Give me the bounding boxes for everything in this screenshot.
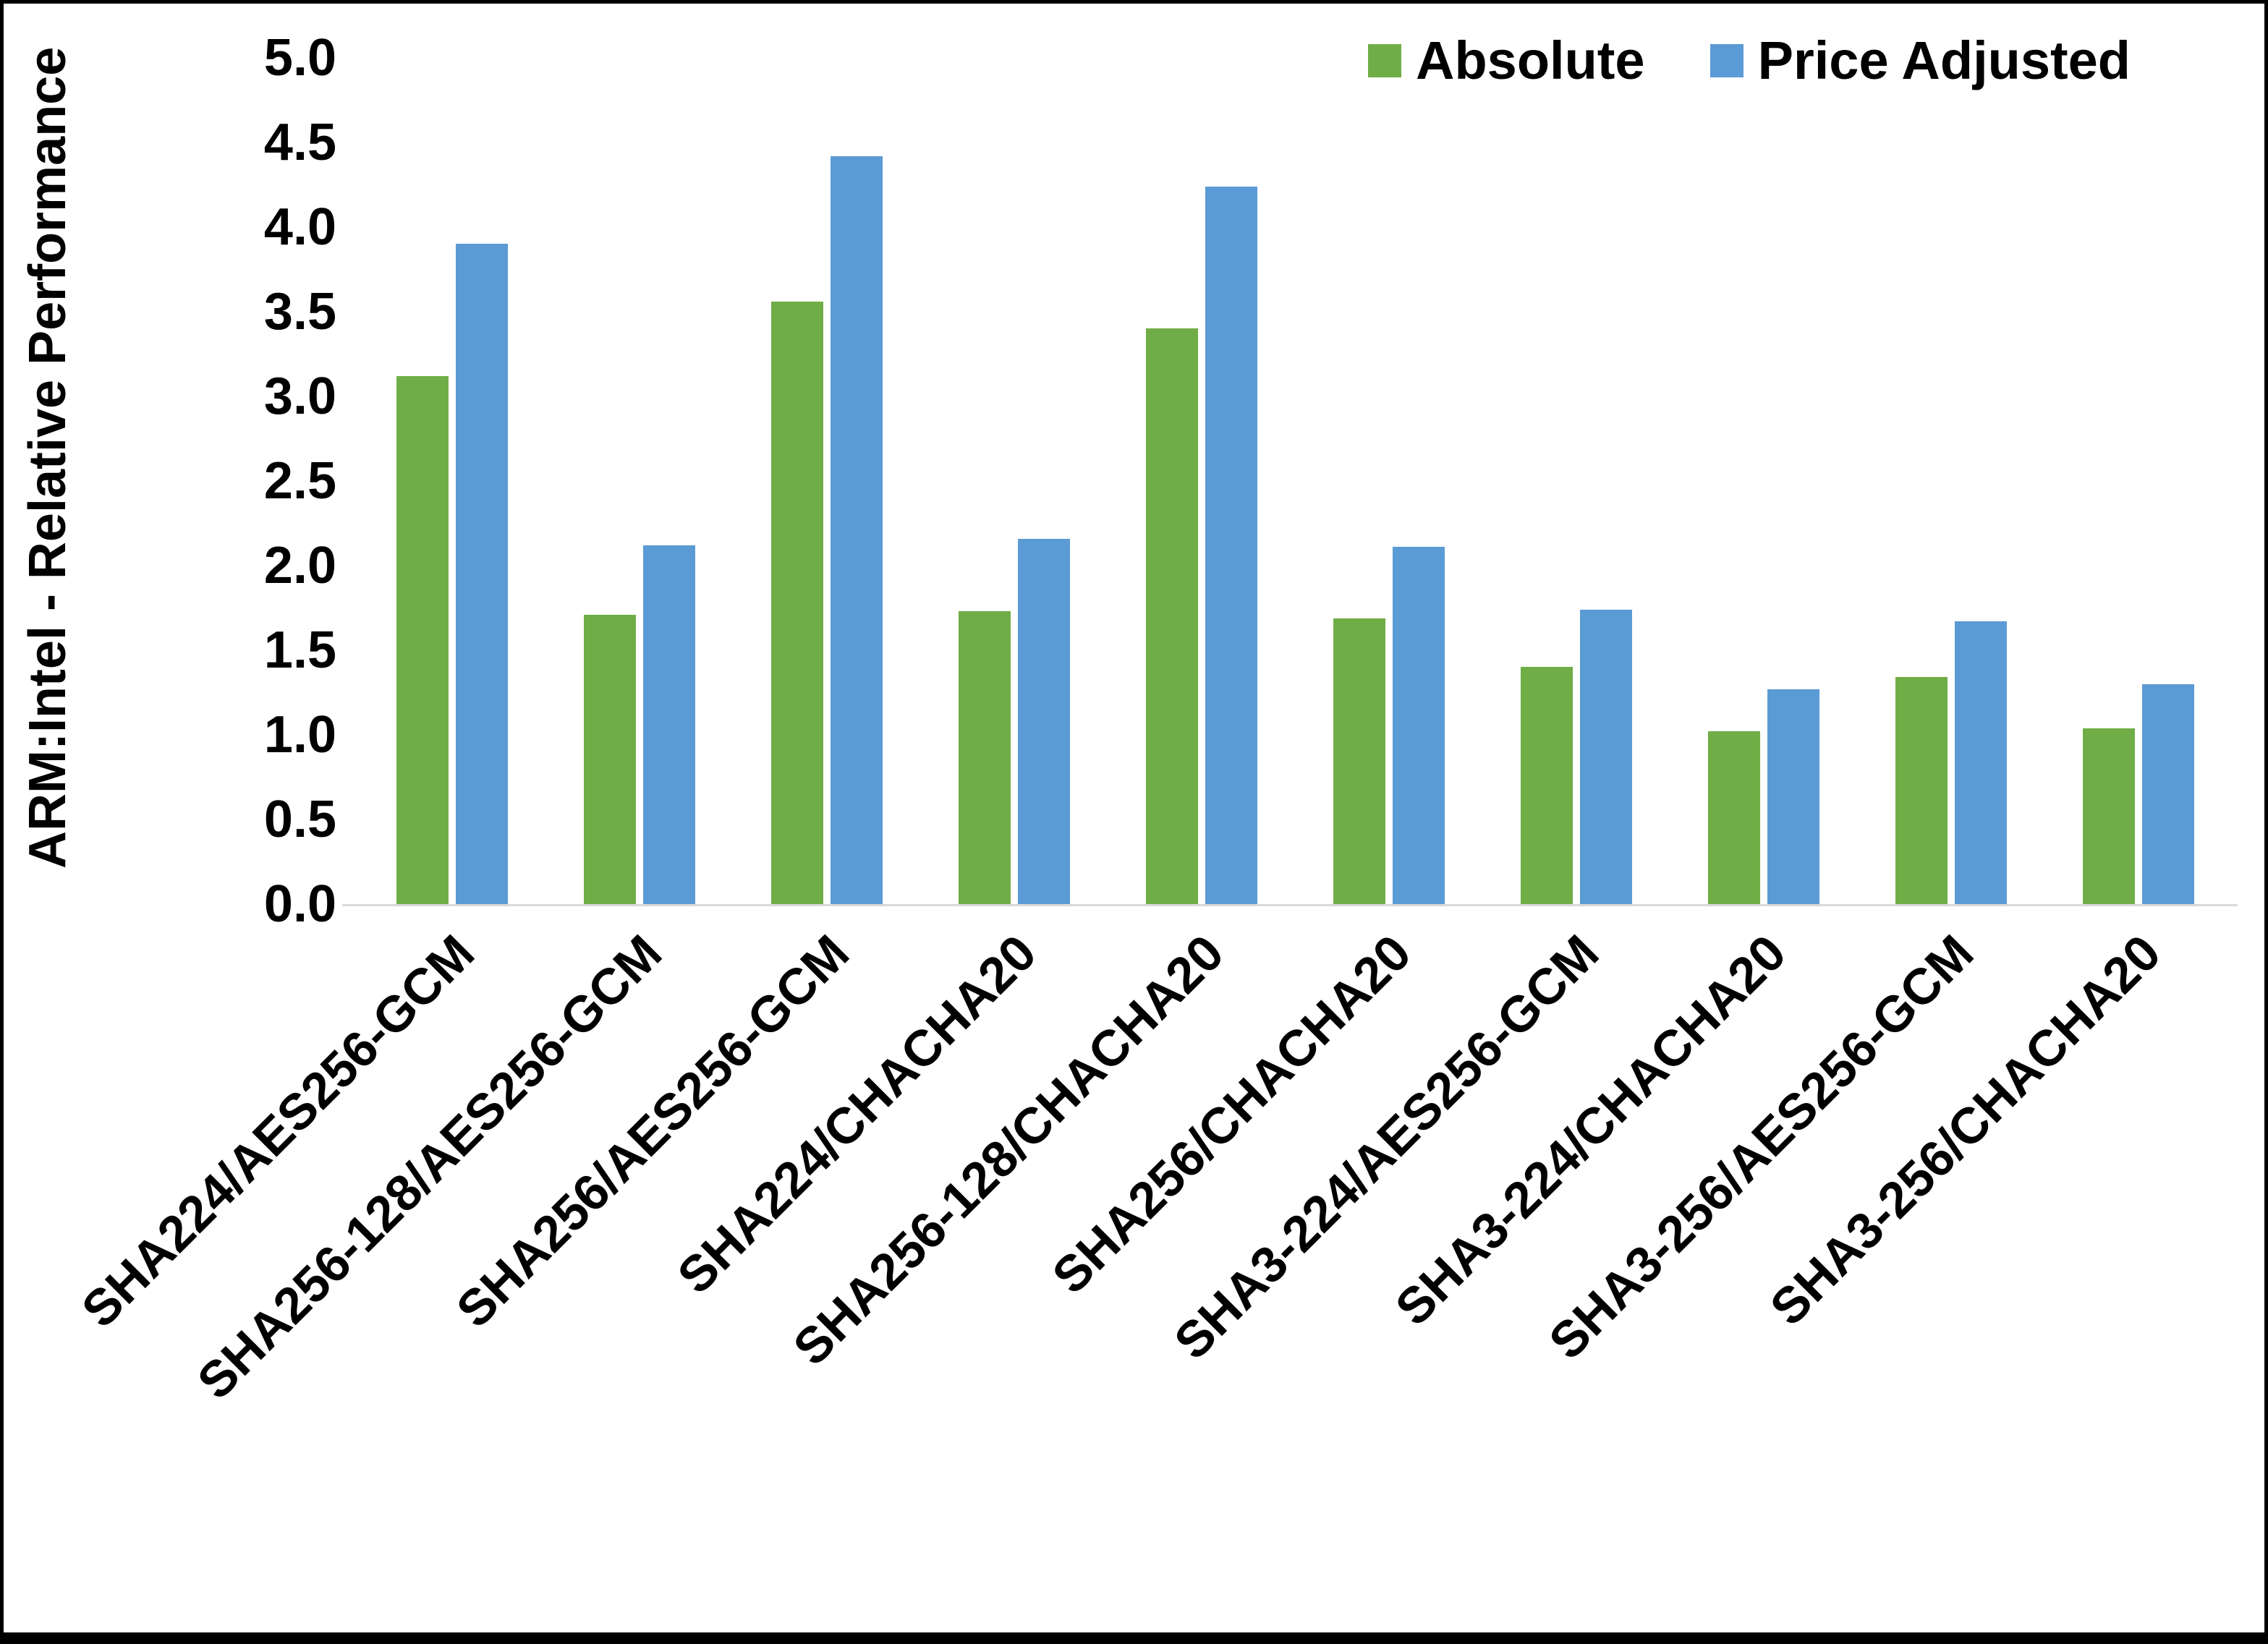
y-axis-title: ARM:Intel - Relative Performance	[19, 46, 77, 869]
y-tick-label: 4.0	[263, 198, 336, 256]
bar-price-adjusted-1	[642, 545, 695, 904]
x-axis-line	[342, 904, 2238, 906]
bar-absolute-2	[770, 301, 823, 904]
bar-absolute-7	[1707, 731, 1760, 904]
bar-price-adjusted-5	[1392, 547, 1445, 904]
legend: Absolute Price Adjusted	[1368, 30, 2131, 91]
legend-swatch-price-adjusted	[1710, 43, 1744, 77]
bar-absolute-1	[583, 614, 636, 904]
y-tick-label: 0.5	[263, 791, 336, 848]
bar-absolute-9	[2082, 728, 2135, 904]
bar-absolute-6	[1520, 667, 1573, 904]
y-tick-label: 2.0	[263, 537, 336, 595]
legend-item-price-adjusted: Price Adjusted	[1710, 30, 2131, 91]
bar-price-adjusted-7	[1767, 689, 1819, 904]
y-tick-label: 5.0	[263, 29, 336, 87]
bar-price-adjusted-0	[455, 244, 508, 904]
y-tick-label: 3.0	[263, 367, 336, 425]
bar-price-adjusted-6	[1579, 609, 1632, 904]
bar-absolute-0	[396, 375, 449, 904]
legend-item-absolute: Absolute	[1368, 30, 1645, 91]
bar-price-adjusted-9	[2141, 683, 2194, 904]
bar-absolute-4	[1145, 328, 1198, 904]
y-tick-label: 3.5	[263, 283, 336, 341]
y-tick-label: 2.5	[263, 452, 336, 510]
bar-price-adjusted-4	[1205, 186, 1257, 904]
y-tick-label: 1.5	[263, 621, 336, 679]
y-tick-label: 1.0	[263, 706, 336, 764]
x-category-label: SHA256/CHACHA20	[1041, 924, 1422, 1305]
bar-absolute-3	[958, 611, 1011, 904]
bar-price-adjusted-2	[830, 156, 883, 904]
bar-price-adjusted-8	[1954, 621, 2007, 904]
x-category-label: SHA224/CHACHA20	[666, 924, 1048, 1305]
legend-label-price-adjusted: Price Adjusted	[1757, 30, 2131, 90]
x-category-label: SHA3-224/CHACHA20	[1384, 924, 1797, 1337]
bar-absolute-8	[1895, 677, 1948, 904]
bar-absolute-5	[1333, 618, 1385, 904]
legend-swatch-absolute	[1368, 43, 1402, 77]
y-tick-label: 0.0	[263, 875, 336, 933]
x-category-label: SHA3-256/CHACHA20	[1759, 924, 2172, 1337]
y-tick-label: 4.5	[263, 114, 336, 171]
bar-price-adjusted-3	[1017, 538, 1070, 904]
legend-label-absolute: Absolute	[1416, 30, 1645, 90]
